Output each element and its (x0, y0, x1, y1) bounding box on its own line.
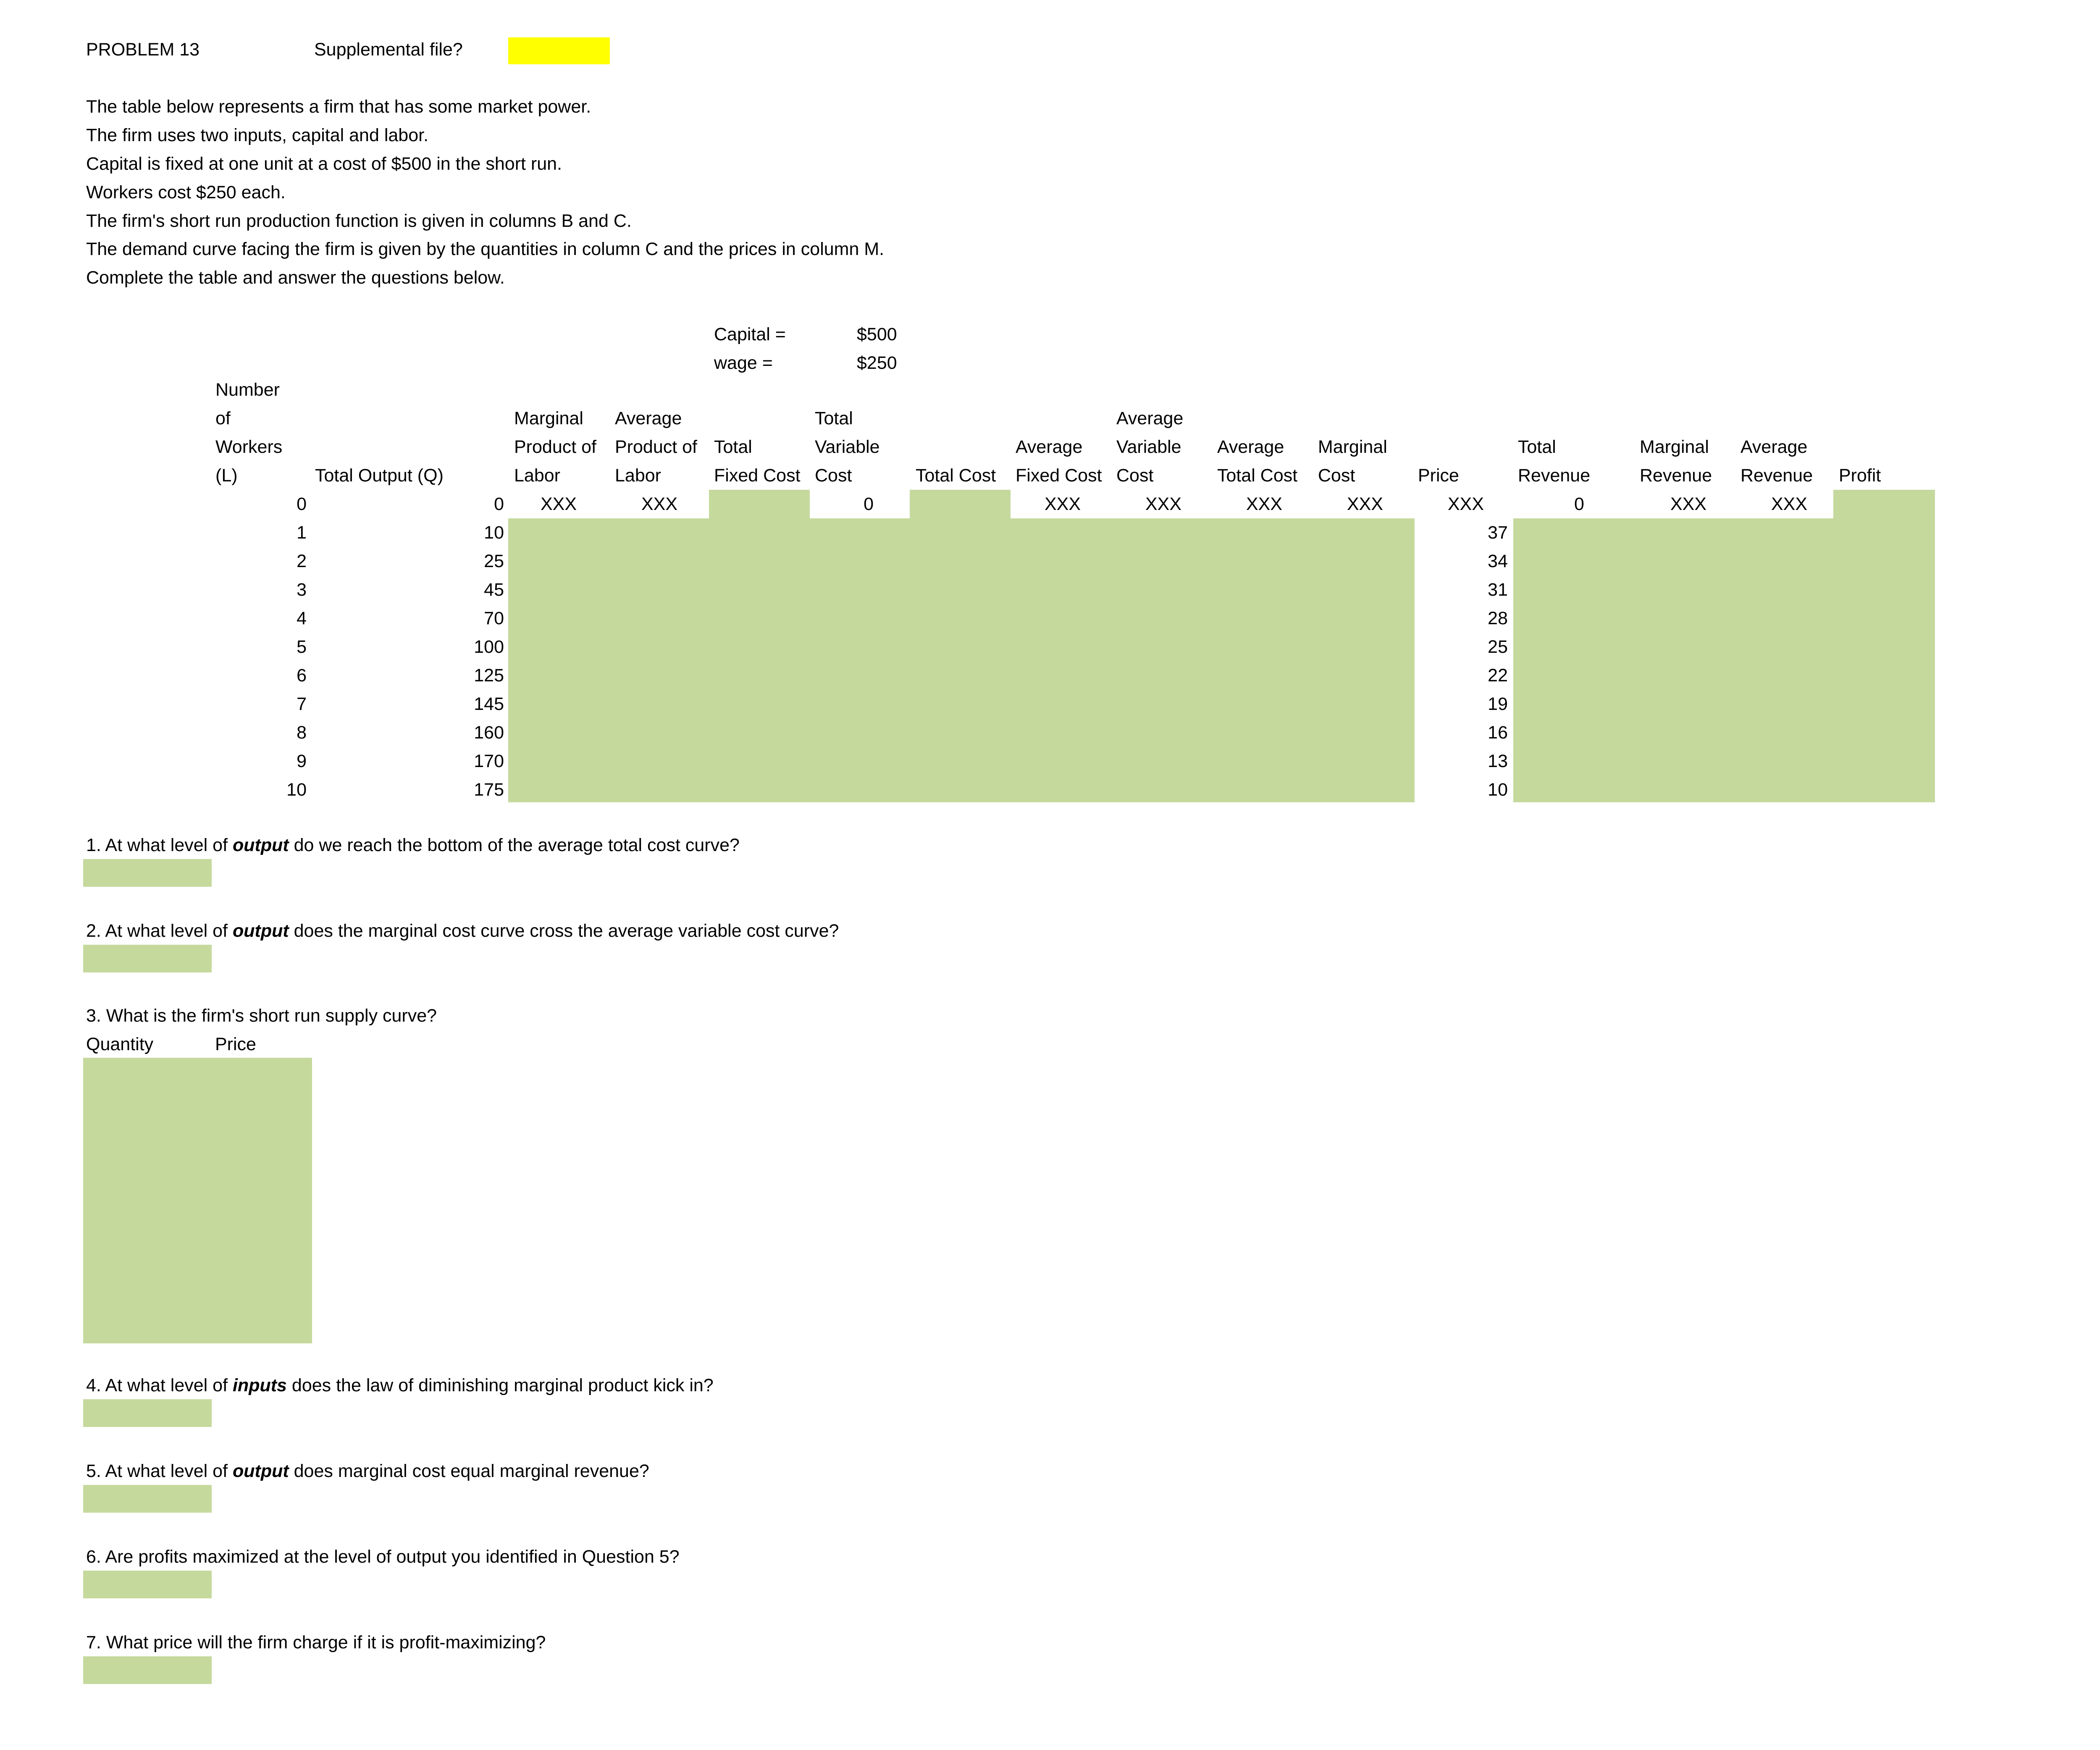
cell-workers: 5 (297, 637, 307, 657)
cell-ar: XXX (1771, 494, 1808, 514)
capital-value: $500 (857, 324, 897, 344)
tc-answer-row0[interactable] (910, 490, 1011, 518)
question-1: 1. At what level of output do we reach t… (86, 835, 740, 855)
answer-2[interactable] (83, 945, 212, 972)
cell-tr: 0 (1574, 494, 1584, 514)
cell-price: 37 (1488, 523, 1508, 543)
cell-workers: 4 (297, 608, 307, 628)
cell-workers: 9 (297, 751, 307, 771)
header-tc: Total Cost (916, 465, 996, 486)
cell-output: 25 (484, 551, 504, 571)
header-mr: Marginal Revenue (1640, 437, 1712, 486)
supplemental-input[interactable] (508, 37, 610, 64)
answer-5[interactable] (83, 1485, 212, 1513)
intro-line: The firm's short run production function… (86, 211, 632, 231)
supply-price-label: Price (215, 1034, 256, 1054)
cell-price: 25 (1488, 637, 1508, 657)
cell-output: 45 (484, 580, 504, 600)
intro-line: The demand curve facing the firm is give… (86, 239, 885, 259)
cell-workers: 7 (297, 694, 307, 714)
answer-4[interactable] (83, 1399, 212, 1427)
header-tvc: Total Variable Cost (815, 408, 880, 486)
question-3: 3. What is the firm's short run supply c… (86, 1006, 437, 1026)
answer-7[interactable] (83, 1656, 212, 1684)
answer-1[interactable] (83, 859, 212, 887)
intro-line: Capital is fixed at one unit at a cost o… (86, 154, 562, 174)
intro-line: The firm uses two inputs, capital and la… (86, 125, 429, 145)
header-mpl: Marginal Product of Labor (514, 408, 596, 486)
cell-workers: 1 (297, 523, 307, 543)
question-7: 7. What price will the firm charge if it… (86, 1632, 546, 1653)
header-workers: Number of Workers (L) (215, 380, 283, 486)
cell-output: 0 (494, 494, 504, 514)
question-2: 2. At what level of output does the marg… (86, 921, 839, 941)
cell-mc: XXX (1347, 494, 1383, 514)
cell-output: 145 (474, 694, 504, 714)
cell-price: 10 (1488, 780, 1508, 800)
header-atc: Average Total Cost (1217, 437, 1298, 486)
cell-output: 160 (474, 723, 504, 743)
cell-mpl: XXX (540, 494, 577, 514)
cell-price: 34 (1488, 551, 1508, 571)
cell-output: 175 (474, 780, 504, 800)
cell-workers: 2 (297, 551, 307, 571)
question-6: 6. Are profits maximized at the level of… (86, 1547, 680, 1567)
cell-workers: 3 (297, 580, 307, 600)
cell-workers: 6 (297, 665, 307, 686)
cell-price: XXX (1447, 494, 1484, 514)
question-5: 5. At what level of output does marginal… (86, 1461, 649, 1481)
cell-price: 13 (1488, 751, 1508, 771)
cell-price: 22 (1488, 665, 1508, 686)
cell-output: 170 (474, 751, 504, 771)
cell-output: 125 (474, 665, 504, 686)
cell-tvc: 0 (864, 494, 874, 514)
wage-label: wage = (714, 353, 773, 373)
cell-output: 100 (474, 637, 504, 657)
header-ar: Average Revenue (1740, 437, 1813, 486)
header-avc: Average Variable Cost (1116, 408, 1184, 486)
cell-workers: 10 (286, 780, 307, 800)
cell-mr: XXX (1670, 494, 1707, 514)
tfc-answer-row0[interactable] (709, 490, 810, 518)
cell-atc: XXX (1246, 494, 1283, 514)
supplemental-label: Supplemental file? (314, 39, 463, 60)
cell-workers: 0 (297, 494, 307, 514)
intro-line: Workers cost $250 each. (86, 182, 286, 202)
profit-answer-row0[interactable] (1833, 490, 1935, 518)
header-output: Total Output (Q) (315, 465, 444, 486)
header-tr: Total Revenue (1518, 437, 1591, 486)
question-4: 4. At what level of inputs does the law … (86, 1375, 714, 1395)
cell-price: 31 (1488, 580, 1508, 600)
cell-output: 70 (484, 608, 504, 628)
cell-price: 19 (1488, 694, 1508, 714)
intro-line: Complete the table and answer the questi… (86, 268, 505, 288)
header-price: Price (1418, 465, 1459, 486)
problem-title: PROBLEM 13 (86, 39, 200, 60)
header-profit: Profit (1839, 465, 1881, 486)
cell-output: 10 (484, 523, 504, 543)
cost-answer-block[interactable] (508, 518, 1415, 802)
supply-quantity-label: Quantity (86, 1034, 154, 1054)
cell-avc: XXX (1145, 494, 1182, 514)
supply-curve-answer[interactable] (83, 1058, 312, 1343)
cell-price: 16 (1488, 723, 1508, 743)
cell-workers: 8 (297, 723, 307, 743)
revenue-answer-block[interactable] (1513, 518, 1935, 802)
cell-apl: XXX (641, 494, 678, 514)
header-mc: Marginal Cost (1318, 437, 1387, 486)
header-afc: Average Fixed Cost (1016, 437, 1102, 486)
header-apl: Average Product of Labor (615, 408, 697, 486)
answer-6[interactable] (83, 1571, 212, 1598)
wage-value: $250 (857, 353, 897, 373)
cell-price: 28 (1488, 608, 1508, 628)
intro-line: The table below represents a firm that h… (86, 97, 591, 117)
header-tfc: Total Fixed Cost (714, 437, 801, 486)
cell-afc: XXX (1044, 494, 1081, 514)
capital-label: Capital = (714, 324, 786, 344)
